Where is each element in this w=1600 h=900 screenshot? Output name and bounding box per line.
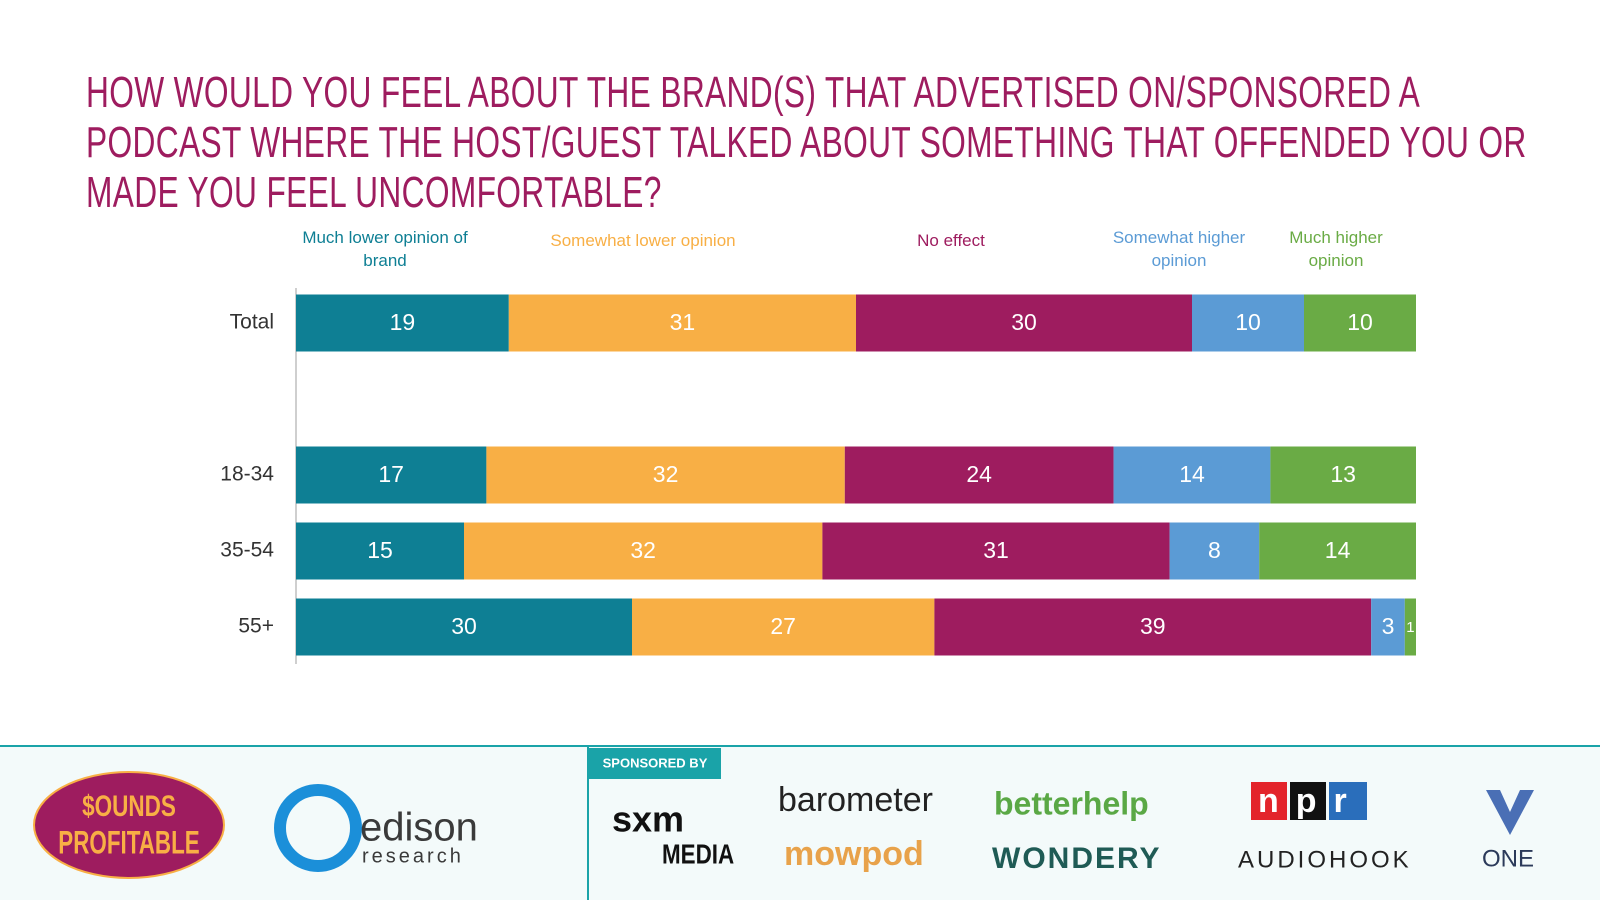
legend-entry: Somewhat higher opinion xyxy=(1112,228,1246,270)
data-label: 32 xyxy=(653,461,679,487)
sounds-logo xyxy=(33,771,225,879)
bar-segment xyxy=(296,446,487,504)
sponsor-logo: AUDIOHOOK xyxy=(1238,846,1412,873)
bar-segment xyxy=(1270,446,1416,504)
y-tick-label: 55+ xyxy=(238,615,274,638)
bar-segment xyxy=(296,294,509,352)
bar-segment xyxy=(486,446,845,504)
legend-entry: No effect xyxy=(917,231,985,250)
y-tick-label: Total xyxy=(230,311,274,334)
data-label: 13 xyxy=(1330,461,1356,487)
data-label: 31 xyxy=(670,309,696,335)
data-label: 31 xyxy=(983,537,1009,563)
sponsor-logo: MEDIA xyxy=(662,839,734,870)
sounds-text: PROFITABLE xyxy=(58,824,199,860)
npr-box xyxy=(1290,782,1326,820)
bar-segment xyxy=(296,598,632,656)
y-tick-label: 35-54 xyxy=(220,539,274,562)
data-label: 14 xyxy=(1179,461,1205,487)
data-label: 30 xyxy=(1011,309,1037,335)
data-label: 30 xyxy=(451,613,477,639)
edison-text: edison xyxy=(360,806,478,850)
bar-segment xyxy=(1259,522,1416,580)
bar-segment xyxy=(856,294,1192,352)
legend-entry: Somewhat lower opinion xyxy=(550,231,736,250)
bar-segment xyxy=(1371,598,1405,656)
bar-segment xyxy=(822,522,1170,580)
data-label: 24 xyxy=(966,461,992,487)
bar-segment xyxy=(632,598,935,656)
sponsor-label: SPONSORED BY xyxy=(603,755,708,770)
bar-segment xyxy=(508,294,856,352)
bar-segment xyxy=(1404,598,1416,656)
bar-segment xyxy=(1169,522,1260,580)
edison-icon xyxy=(274,784,362,872)
bar-segment xyxy=(464,522,823,580)
one-icon xyxy=(1486,790,1534,835)
legend-entry: Much lower opinion of brand xyxy=(302,228,468,270)
sponsor-logo: barometer xyxy=(778,781,933,819)
data-label: 19 xyxy=(390,309,416,335)
sponsor-tab xyxy=(588,748,721,779)
y-tick-label: 18-34 xyxy=(220,463,274,486)
edison-text: research xyxy=(362,845,464,867)
chart-title: HOW WOULD YOU FEEL ABOUT THE BRAND(S) TH… xyxy=(86,68,1527,217)
bar-segment xyxy=(844,446,1114,504)
footer-bg xyxy=(0,746,1600,900)
sponsor-logo: sxm xyxy=(612,799,684,840)
bar-segment xyxy=(1304,294,1416,352)
sponsor-logo: WONDERY xyxy=(992,842,1162,875)
sponsor-logo: npr xyxy=(1258,782,1364,820)
bar-segment xyxy=(1113,446,1271,504)
sounds-text: $OUNDS xyxy=(82,789,176,823)
data-label: 3 xyxy=(1382,613,1395,639)
data-label: 32 xyxy=(630,537,656,563)
bar-segment xyxy=(296,522,464,580)
npr-box xyxy=(1329,782,1367,820)
data-label: 14 xyxy=(1325,537,1351,563)
bar-segment xyxy=(934,598,1372,656)
data-label: 27 xyxy=(770,613,796,639)
sponsor-logo: mowpod xyxy=(784,835,924,873)
legend-entry: Much higher opinion xyxy=(1289,228,1383,270)
npr-box xyxy=(1251,782,1287,820)
sponsor-logo: ONE xyxy=(1482,845,1534,872)
data-label: 8 xyxy=(1208,537,1221,563)
sponsor-logo: betterhelp xyxy=(994,785,1149,821)
bar-segment xyxy=(1192,294,1304,352)
data-label: 1 xyxy=(1406,619,1414,636)
data-label: 10 xyxy=(1235,309,1261,335)
data-label: 10 xyxy=(1347,309,1373,335)
data-label: 15 xyxy=(367,537,393,563)
data-label: 39 xyxy=(1140,613,1166,639)
data-label: 17 xyxy=(378,461,404,487)
